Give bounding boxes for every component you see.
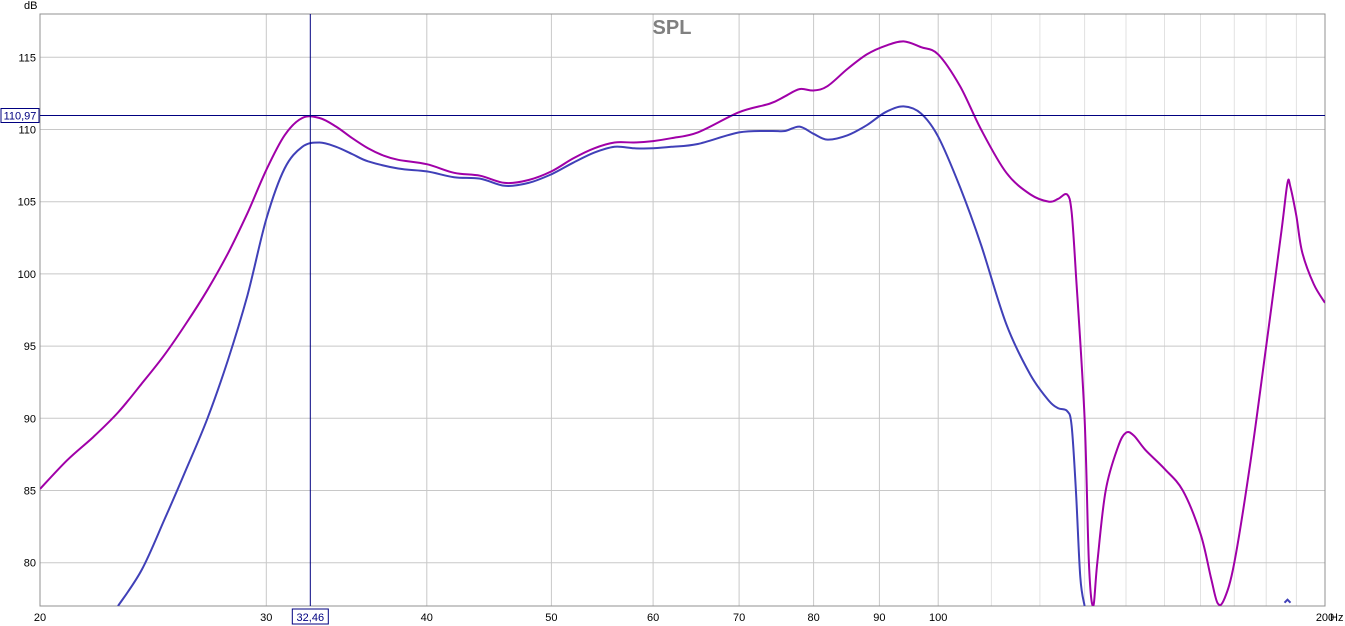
y-tick-label: 85 — [24, 486, 36, 498]
x-tick-label: 20 — [34, 612, 46, 624]
y-axis-unit-label: dB — [24, 0, 37, 12]
y-tick-label: 105 — [18, 197, 36, 209]
x-tick-label: 60 — [647, 612, 659, 624]
x-tick-label: 90 — [873, 612, 885, 624]
x-axis-unit-label: Hz — [1330, 612, 1343, 624]
y-tick-label: 115 — [18, 52, 36, 64]
series-line-2 — [117, 105, 1086, 606]
x-tick-label: 50 — [545, 612, 557, 624]
y-tick-label: 80 — [24, 558, 36, 570]
series-line-1 — [40, 40, 1325, 606]
series-2-marker — [1283, 598, 1292, 604]
cursor-layer[interactable]: 110,97 32,46 — [0, 14, 1325, 625]
cursor-x-readout-box — [291, 608, 329, 625]
y-tick-label: 90 — [24, 413, 36, 425]
plot-frame — [39, 13, 1326, 607]
cursor-y-readout-box — [0, 108, 40, 123]
y-tick-label: 110 — [18, 125, 36, 137]
cursor-y-readout: 110,97 — [4, 111, 37, 123]
x-tick-label: 100 — [929, 612, 947, 624]
x-tick-label: 40 — [421, 612, 433, 624]
x-axis-tick-labels: 20 30 40 50 60 70 80 90 100 200 — [34, 612, 1334, 624]
x-tick-label: 80 — [807, 612, 819, 624]
cursor-x-readout: 32,46 — [297, 612, 325, 624]
y-tick-label: 95 — [24, 341, 36, 353]
series-group — [40, 40, 1325, 606]
x-tick-label: 70 — [733, 612, 745, 624]
chart-title: SPL — [653, 17, 692, 39]
x-tick-label: 200 — [1316, 612, 1334, 624]
series-layer — [40, 40, 1325, 606]
x-tick-label: 30 — [260, 612, 272, 624]
y-axis-tick-labels: 80 85 90 95 100 105 110 115 — [18, 52, 36, 569]
y-tick-label: 100 — [18, 269, 36, 281]
